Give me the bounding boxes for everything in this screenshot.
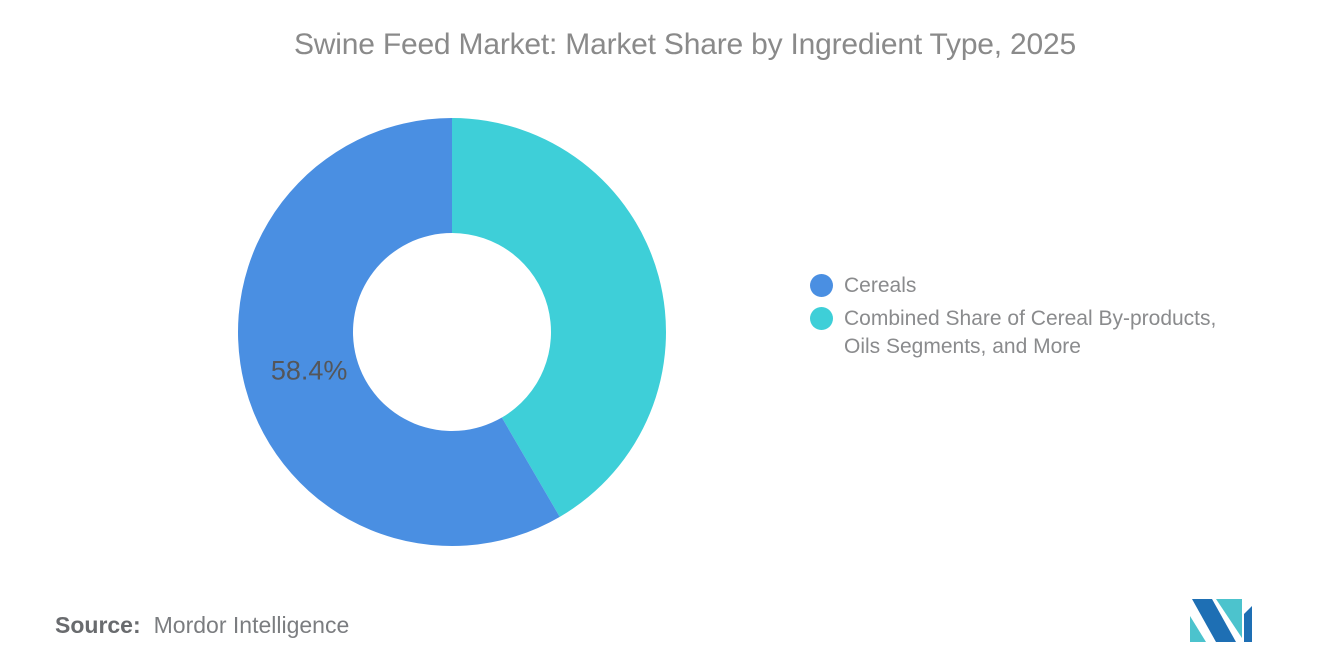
logo-shape-blue-band [1192, 599, 1236, 642]
legend-dot-icon [810, 274, 833, 297]
source-label: Source: [55, 612, 141, 638]
chart-title: Swine Feed Market: Market Share by Ingre… [293, 28, 1076, 61]
donut-slice-0 [237, 118, 560, 546]
mordor-intelligence-logo [1190, 599, 1252, 642]
logo-shape-blue-bar [1244, 606, 1252, 642]
source-value: Mordor Intelligence [153, 612, 350, 638]
legend-item: Cereals [810, 272, 1244, 300]
donut-slice-1 [452, 118, 666, 517]
logo-shape-teal-left [1190, 616, 1206, 642]
legend-label: Cereals [844, 274, 917, 297]
legend-label: Combined Share of Cereal By-products, Oi… [844, 307, 1217, 358]
source-line: Source: Mordor Intelligence [55, 612, 349, 639]
chart-legend: Cereals Combined Share of Cereal By-produ… [810, 272, 1244, 366]
legend-dot-icon [810, 307, 833, 330]
logo-shape-teal-right [1216, 599, 1242, 638]
donut-chart: 58.4% [237, 118, 666, 546]
legend-item: Combined Share of Cereal By-products, Oi… [810, 305, 1244, 361]
slice-data-label: 58.4% [271, 356, 348, 386]
